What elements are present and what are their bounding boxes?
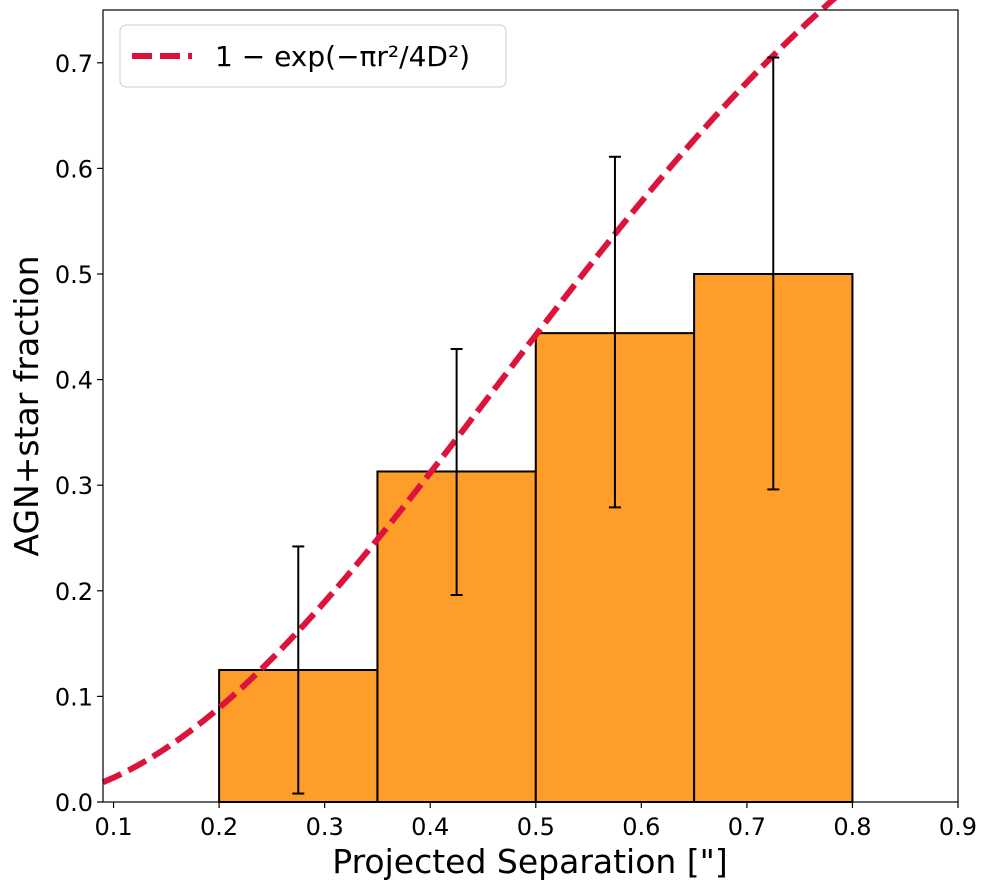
- legend: 1 − exp(−πr²/4D²): [119, 24, 507, 88]
- x-tick-label: 0.3: [306, 813, 344, 841]
- y-tick-label: 0.5: [55, 261, 93, 289]
- y-tick-label: 0.1: [55, 683, 93, 711]
- x-tick-label: 0.9: [939, 813, 977, 841]
- x-tick-label: 0.4: [411, 813, 449, 841]
- y-tick-label: 0.4: [55, 367, 93, 395]
- bars-layer: [218, 273, 854, 803]
- curve-layer: [101, 0, 838, 785]
- model-curve: [101, 0, 838, 785]
- x-tick-label: 0.5: [517, 813, 555, 841]
- x-tick-label: 0.1: [94, 813, 132, 841]
- x-axis-title: Projected Separation ["]: [332, 842, 727, 881]
- y-axis-ticks: 0.0 0.1 0.2 0.3 0.4 0.5 0.6 0.7: [55, 50, 103, 817]
- plot-frame: [102, 9, 959, 803]
- y-axis-title: AGN+star fraction: [7, 255, 46, 556]
- y-tick-label: 0.6: [55, 155, 93, 183]
- x-tick-label: 0.2: [200, 813, 238, 841]
- y-tick-label: 0.3: [55, 472, 93, 500]
- legend-box: [119, 24, 507, 88]
- legend-label-curve: 1 − exp(−πr²/4D²): [215, 40, 470, 73]
- errorbars-layer: [292, 56, 780, 795]
- y-tick-label: 0.2: [55, 578, 93, 606]
- x-tick-label: 0.6: [622, 813, 660, 841]
- x-tick-label: 0.7: [728, 813, 766, 841]
- x-axis-ticks: 0.1 0.2 0.3 0.4 0.5 0.6 0.7 0.8 0.9: [94, 802, 977, 841]
- y-tick-label: 0.7: [55, 50, 93, 78]
- y-tick-label: 0.0: [55, 789, 93, 817]
- x-tick-label: 0.8: [833, 813, 871, 841]
